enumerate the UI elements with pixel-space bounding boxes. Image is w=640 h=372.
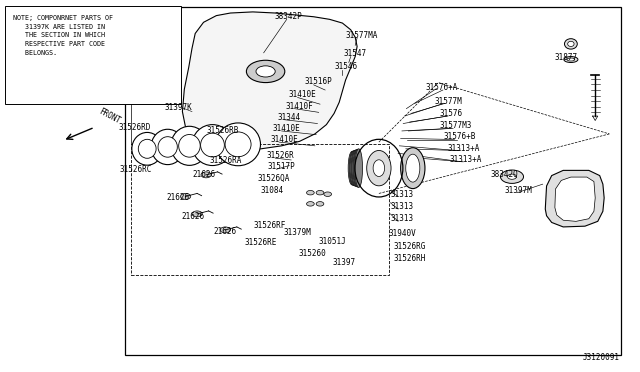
Text: 31313+A: 31313+A bbox=[448, 144, 480, 153]
Text: 31526RD: 31526RD bbox=[118, 123, 150, 132]
Text: 31576: 31576 bbox=[440, 109, 463, 118]
Circle shape bbox=[316, 190, 324, 195]
Text: 31397: 31397 bbox=[333, 258, 356, 267]
Bar bbox=[5, 6, 181, 104]
Text: 38342Q: 38342Q bbox=[490, 170, 518, 179]
Ellipse shape bbox=[225, 132, 251, 157]
Polygon shape bbox=[182, 12, 357, 152]
Circle shape bbox=[180, 193, 191, 199]
Text: 31526RG: 31526RG bbox=[394, 242, 426, 251]
Text: 31410E: 31410E bbox=[288, 90, 316, 99]
Circle shape bbox=[220, 227, 230, 233]
Text: 21626: 21626 bbox=[192, 170, 215, 179]
Text: 31576+A: 31576+A bbox=[426, 83, 458, 92]
Circle shape bbox=[192, 211, 202, 217]
Text: 31344: 31344 bbox=[278, 113, 301, 122]
Circle shape bbox=[324, 192, 332, 196]
Text: 31517P: 31517P bbox=[268, 162, 296, 171]
Ellipse shape bbox=[406, 154, 420, 182]
Circle shape bbox=[316, 202, 324, 206]
Text: 38342P: 38342P bbox=[274, 12, 302, 21]
Ellipse shape bbox=[171, 126, 208, 166]
Text: 31577MA: 31577MA bbox=[346, 31, 378, 40]
Text: 31577M: 31577M bbox=[434, 97, 462, 106]
Ellipse shape bbox=[373, 160, 385, 176]
Polygon shape bbox=[545, 170, 604, 227]
Ellipse shape bbox=[401, 148, 425, 189]
Text: 31526RE: 31526RE bbox=[245, 238, 277, 247]
Text: 31313+A: 31313+A bbox=[450, 155, 482, 164]
Text: 31051J: 31051J bbox=[319, 237, 347, 246]
Text: 31313: 31313 bbox=[390, 202, 413, 211]
Ellipse shape bbox=[367, 150, 391, 186]
Ellipse shape bbox=[567, 58, 575, 61]
Ellipse shape bbox=[132, 132, 163, 165]
Circle shape bbox=[508, 174, 516, 179]
Text: 31940V: 31940V bbox=[388, 229, 416, 238]
Ellipse shape bbox=[568, 41, 574, 46]
Text: 21626: 21626 bbox=[214, 227, 237, 236]
Text: 31577M3: 31577M3 bbox=[440, 121, 472, 130]
Text: 21626: 21626 bbox=[182, 212, 205, 221]
Text: 31526RB: 31526RB bbox=[207, 126, 239, 135]
Bar bbox=[131, 144, 389, 275]
Ellipse shape bbox=[348, 151, 356, 185]
Text: 31526RC: 31526RC bbox=[120, 165, 152, 174]
Text: 31526RH: 31526RH bbox=[394, 254, 426, 263]
Ellipse shape bbox=[216, 123, 260, 166]
Ellipse shape bbox=[151, 129, 184, 164]
Ellipse shape bbox=[138, 139, 156, 158]
Circle shape bbox=[500, 170, 524, 183]
Text: 31877: 31877 bbox=[555, 53, 578, 62]
Polygon shape bbox=[555, 177, 595, 221]
Bar bbox=[125, 7, 621, 355]
Text: 31397M: 31397M bbox=[504, 186, 532, 195]
Ellipse shape bbox=[355, 149, 362, 187]
Text: 21626: 21626 bbox=[166, 193, 189, 202]
Ellipse shape bbox=[564, 57, 578, 62]
Circle shape bbox=[201, 172, 211, 178]
Text: 31313: 31313 bbox=[390, 214, 413, 223]
Ellipse shape bbox=[192, 125, 233, 166]
Circle shape bbox=[307, 202, 314, 206]
Ellipse shape bbox=[349, 151, 356, 185]
Text: FRONT: FRONT bbox=[97, 107, 122, 125]
Text: 31526R: 31526R bbox=[266, 151, 294, 160]
Text: 31526RF: 31526RF bbox=[254, 221, 286, 230]
Text: 31410E: 31410E bbox=[273, 124, 301, 133]
Ellipse shape bbox=[158, 137, 177, 157]
Ellipse shape bbox=[354, 149, 362, 187]
Ellipse shape bbox=[353, 150, 360, 187]
Text: 31410F: 31410F bbox=[285, 102, 314, 110]
Text: 31397K: 31397K bbox=[164, 103, 192, 112]
Text: 31410E: 31410E bbox=[270, 135, 298, 144]
Text: 31546: 31546 bbox=[334, 62, 357, 71]
Circle shape bbox=[246, 60, 285, 83]
Ellipse shape bbox=[179, 135, 200, 157]
Text: 31084: 31084 bbox=[260, 186, 284, 195]
Text: 31576+B: 31576+B bbox=[444, 132, 476, 141]
Ellipse shape bbox=[200, 133, 225, 157]
Text: 31526QA: 31526QA bbox=[258, 174, 290, 183]
Text: 31526RA: 31526RA bbox=[209, 156, 241, 165]
Ellipse shape bbox=[564, 39, 577, 49]
Text: J3120091: J3120091 bbox=[582, 353, 620, 362]
Text: 31547: 31547 bbox=[344, 49, 367, 58]
Ellipse shape bbox=[351, 150, 358, 186]
Circle shape bbox=[256, 66, 275, 77]
Ellipse shape bbox=[352, 150, 360, 186]
Circle shape bbox=[307, 190, 314, 195]
Text: 31379M: 31379M bbox=[284, 228, 312, 237]
Text: 31516P: 31516P bbox=[305, 77, 333, 86]
Text: NOTE; COMPONRNET PARTS OF
   31397K ARE LISTED IN
   THE SECTION IN WHICH
   RES: NOTE; COMPONRNET PARTS OF 31397K ARE LIS… bbox=[13, 15, 113, 56]
Text: 315260: 315260 bbox=[298, 249, 326, 258]
Ellipse shape bbox=[350, 151, 358, 186]
Text: 31313: 31313 bbox=[390, 190, 413, 199]
